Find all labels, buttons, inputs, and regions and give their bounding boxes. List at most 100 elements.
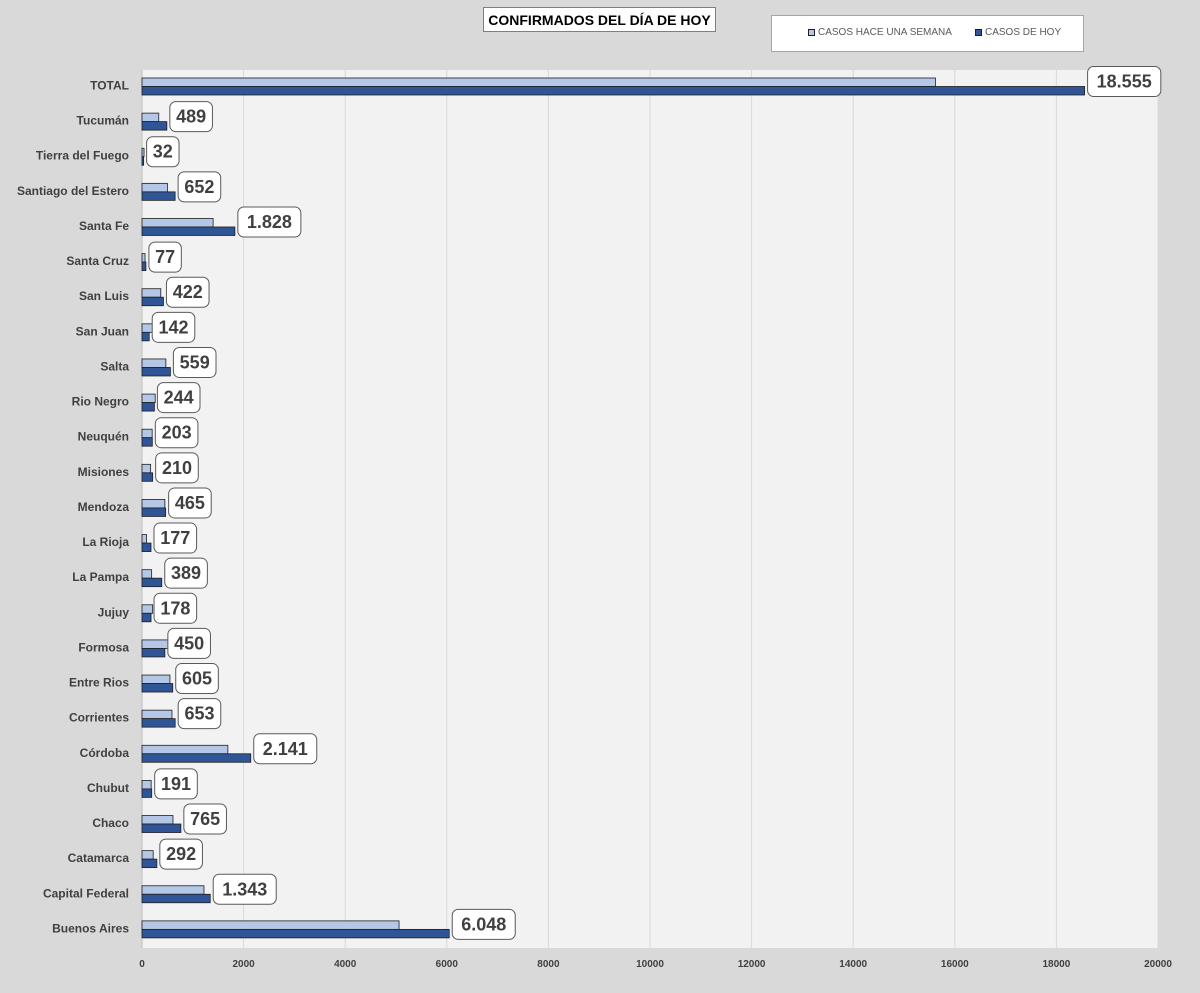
bar-week bbox=[141, 569, 153, 579]
chart-legend: CASOS HACE UNA SEMANA CASOS DE HOY bbox=[771, 15, 1084, 52]
bar-today bbox=[141, 437, 153, 447]
data-label: 178 bbox=[160, 598, 190, 618]
category-label: Rio Negro bbox=[72, 395, 129, 409]
bar-today bbox=[141, 156, 145, 166]
bar-today bbox=[141, 893, 211, 904]
bar-week bbox=[141, 147, 145, 158]
bar-today bbox=[141, 577, 163, 588]
category-label: Corrientes bbox=[69, 711, 129, 725]
bar-week bbox=[141, 674, 171, 684]
data-label-box bbox=[175, 663, 219, 695]
bar-week bbox=[141, 604, 154, 614]
bar-today bbox=[141, 331, 150, 342]
category-label: Chubut bbox=[87, 781, 129, 795]
data-label: 191 bbox=[161, 774, 191, 794]
category-label: TOTAL bbox=[90, 79, 129, 93]
data-label: 1.343 bbox=[222, 879, 267, 899]
bar-today bbox=[141, 86, 1085, 96]
legend-label-today: CASOS DE HOY bbox=[985, 27, 1062, 38]
bar-today bbox=[141, 402, 155, 412]
x-tick-label: 10000 bbox=[636, 959, 664, 970]
data-label: 489 bbox=[176, 107, 206, 127]
bar-week bbox=[141, 850, 154, 860]
legend-swatch-today bbox=[975, 29, 982, 36]
data-label: 18.555 bbox=[1097, 72, 1152, 92]
bar-week bbox=[141, 744, 229, 755]
category-label: Formosa bbox=[78, 640, 129, 654]
data-label-box bbox=[164, 557, 208, 589]
data-label: 389 bbox=[171, 563, 201, 583]
data-label-box bbox=[169, 101, 213, 133]
bar-week bbox=[141, 112, 160, 123]
bar-week bbox=[141, 463, 152, 474]
data-label-box bbox=[151, 311, 196, 343]
bar-today bbox=[141, 683, 174, 693]
category-label: La Pampa bbox=[72, 570, 129, 584]
bar-today bbox=[141, 612, 152, 623]
bar-today bbox=[141, 226, 236, 236]
data-label-box bbox=[154, 768, 198, 800]
category-label: Entre Rios bbox=[69, 676, 129, 690]
data-label-box bbox=[153, 522, 198, 554]
x-tick-label: 12000 bbox=[738, 959, 766, 970]
category-label: San Juan bbox=[76, 324, 129, 338]
x-tick-label: 18000 bbox=[1042, 959, 1070, 970]
legend-label-week: CASOS HACE UNA SEMANA bbox=[818, 27, 952, 38]
legend-item-week: CASOS HACE UNA SEMANA bbox=[808, 27, 952, 38]
data-label: 450 bbox=[174, 633, 204, 653]
x-tick-label: 14000 bbox=[839, 959, 867, 970]
data-label-box bbox=[153, 592, 198, 624]
data-label-box bbox=[146, 136, 180, 168]
data-label-box bbox=[167, 627, 211, 659]
bar-today bbox=[141, 718, 176, 728]
bar-today bbox=[141, 472, 154, 482]
category-label: Salta bbox=[100, 359, 129, 373]
data-label: 559 bbox=[180, 352, 210, 372]
data-label-box bbox=[172, 346, 217, 378]
data-label-box bbox=[148, 241, 182, 273]
legend-swatch-week bbox=[808, 29, 815, 36]
bar-today bbox=[141, 788, 153, 798]
data-label-box bbox=[159, 838, 203, 870]
data-label-box bbox=[154, 417, 199, 449]
chart-title: CONFIRMADOS DEL DÍA DE HOY bbox=[483, 7, 716, 32]
category-label: Neuquén bbox=[78, 430, 129, 444]
bar-week bbox=[141, 780, 152, 790]
x-tick-label: 0 bbox=[139, 959, 145, 970]
data-label-box bbox=[1087, 66, 1162, 97]
bar-today bbox=[141, 507, 167, 517]
data-label: 605 bbox=[182, 669, 212, 689]
bar-today bbox=[141, 648, 166, 658]
bar-today bbox=[141, 121, 168, 131]
bar-today bbox=[141, 261, 147, 272]
bar-week bbox=[141, 182, 168, 193]
data-label: 2.141 bbox=[263, 739, 308, 759]
category-label: Córdoba bbox=[80, 746, 130, 760]
bar-today bbox=[141, 858, 158, 869]
bar-week bbox=[141, 709, 173, 720]
data-label: 765 bbox=[190, 809, 220, 829]
category-label: Misiones bbox=[78, 465, 130, 479]
data-label-box bbox=[155, 452, 199, 484]
bar-today bbox=[141, 367, 171, 377]
category-label: San Luis bbox=[79, 289, 129, 303]
data-label: 1.828 bbox=[247, 212, 292, 232]
data-label: 77 bbox=[155, 247, 175, 267]
bar-week bbox=[141, 920, 400, 930]
category-label: Capital Federal bbox=[43, 886, 129, 900]
bar-week bbox=[141, 815, 174, 825]
data-label: 177 bbox=[160, 528, 190, 548]
data-label: 142 bbox=[158, 317, 188, 337]
bar-week bbox=[141, 534, 147, 544]
bar-week bbox=[141, 253, 146, 263]
data-label-box bbox=[156, 382, 201, 414]
bar-week bbox=[141, 393, 156, 403]
bar-today bbox=[141, 296, 164, 307]
data-label: 32 bbox=[153, 142, 173, 162]
bar-week bbox=[141, 499, 166, 509]
data-label: 210 bbox=[162, 458, 192, 478]
bar-today bbox=[141, 753, 252, 763]
bar-today bbox=[141, 928, 450, 939]
bar-week bbox=[141, 77, 936, 87]
